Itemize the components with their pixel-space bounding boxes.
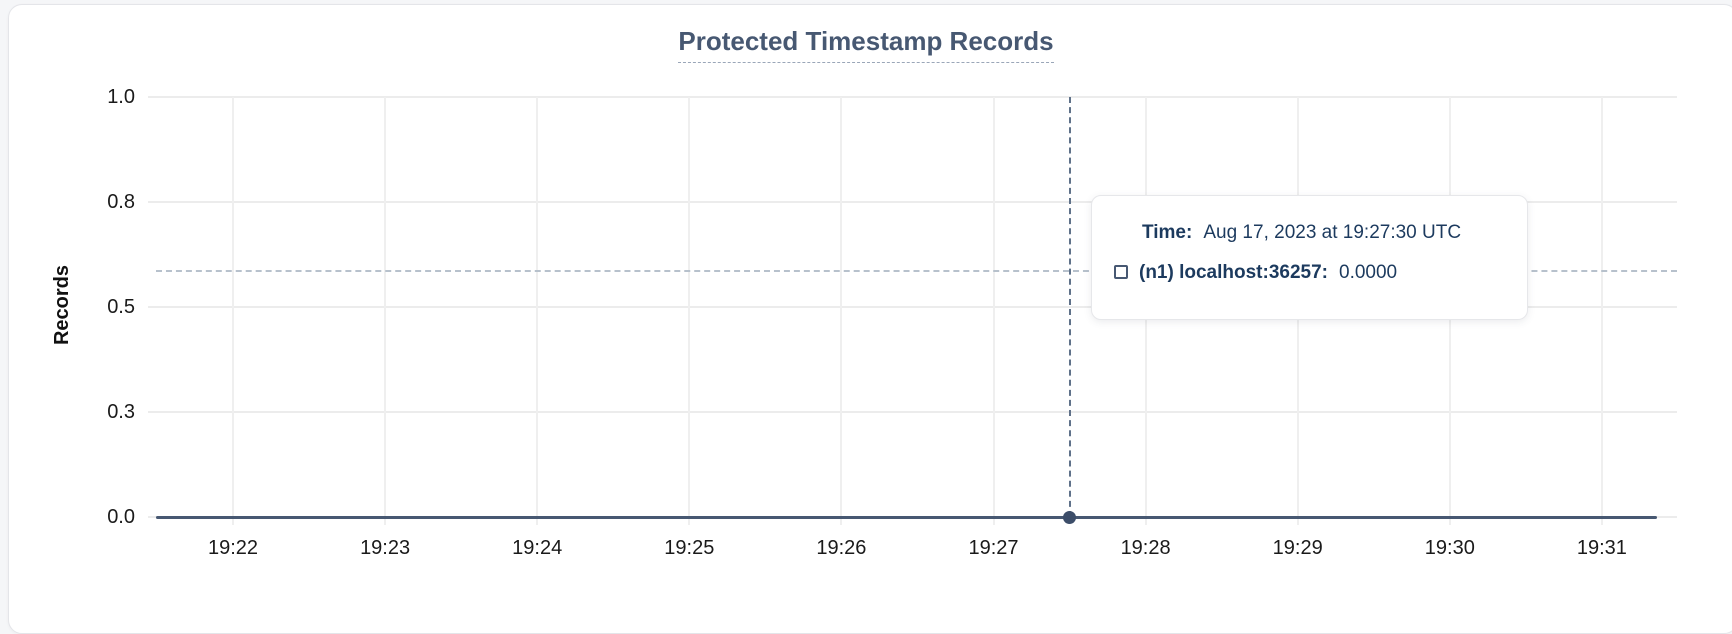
x-tick-label: 19:30 — [1424, 537, 1475, 559]
y-tick-label: 0.0 — [107, 506, 135, 528]
y-tick-label: 0.5 — [107, 296, 135, 318]
x-tick-label: 19:26 — [816, 537, 867, 559]
tooltip-time-label: Time: — [1142, 222, 1193, 243]
tooltip-time-value: Aug 17, 2023 at 19:27:30 UTC — [1203, 222, 1462, 243]
y-gridline — [148, 201, 1677, 203]
hover-point-dot — [1063, 510, 1077, 524]
x-tick-label: 19:22 — [207, 537, 259, 559]
x-gridline — [536, 97, 539, 525]
tooltip-time-row: Time: Aug 17, 2023 at 19:27:30 UTC — [1142, 220, 1509, 246]
chart-title[interactable]: Protected Timestamp Records — [678, 26, 1054, 63]
x-gridline — [840, 97, 843, 525]
tooltip-series-value: 0.0000 — [1339, 262, 1398, 283]
x-tick-label: 19:23 — [360, 537, 411, 559]
series-line — [156, 516, 1657, 519]
y-gridline — [148, 96, 1677, 98]
y-tick-label: 0.8 — [107, 191, 135, 213]
x-tick-label: 19:28 — [1120, 537, 1171, 559]
x-tick-label: 19:31 — [1576, 537, 1627, 559]
series-square-icon — [1114, 265, 1128, 279]
y-gridline — [148, 411, 1677, 413]
crosshair-horizontal-line — [156, 270, 1677, 272]
y-axis-label: Records — [51, 264, 73, 346]
x-gridline — [688, 97, 691, 525]
x-gridline — [992, 97, 995, 525]
x-tick-label: 19:24 — [512, 537, 563, 559]
tooltip-series-label: (n1) localhost:36257: — [1139, 262, 1328, 283]
x-gridline — [384, 97, 387, 525]
x-gridline — [232, 97, 234, 525]
crosshair-vertical-line — [1068, 97, 1071, 517]
y-tick-label: 0.3 — [107, 401, 135, 423]
y-tick-label: 1.0 — [107, 86, 135, 108]
hover-tooltip: Time: Aug 17, 2023 at 19:27:30 UTC (n1) l… — [1091, 195, 1528, 320]
x-gridline — [1600, 97, 1603, 525]
chart-title-row: Protected Timestamp Records — [0, 26, 1732, 63]
x-tick-label: 19:27 — [968, 537, 1019, 559]
x-tick-label: 19:25 — [664, 537, 715, 559]
x-tick-label: 19:29 — [1272, 537, 1323, 559]
tooltip-series-row: (n1) localhost:36257: 0.0000 — [1114, 260, 1509, 286]
y-gridline — [148, 306, 1677, 308]
